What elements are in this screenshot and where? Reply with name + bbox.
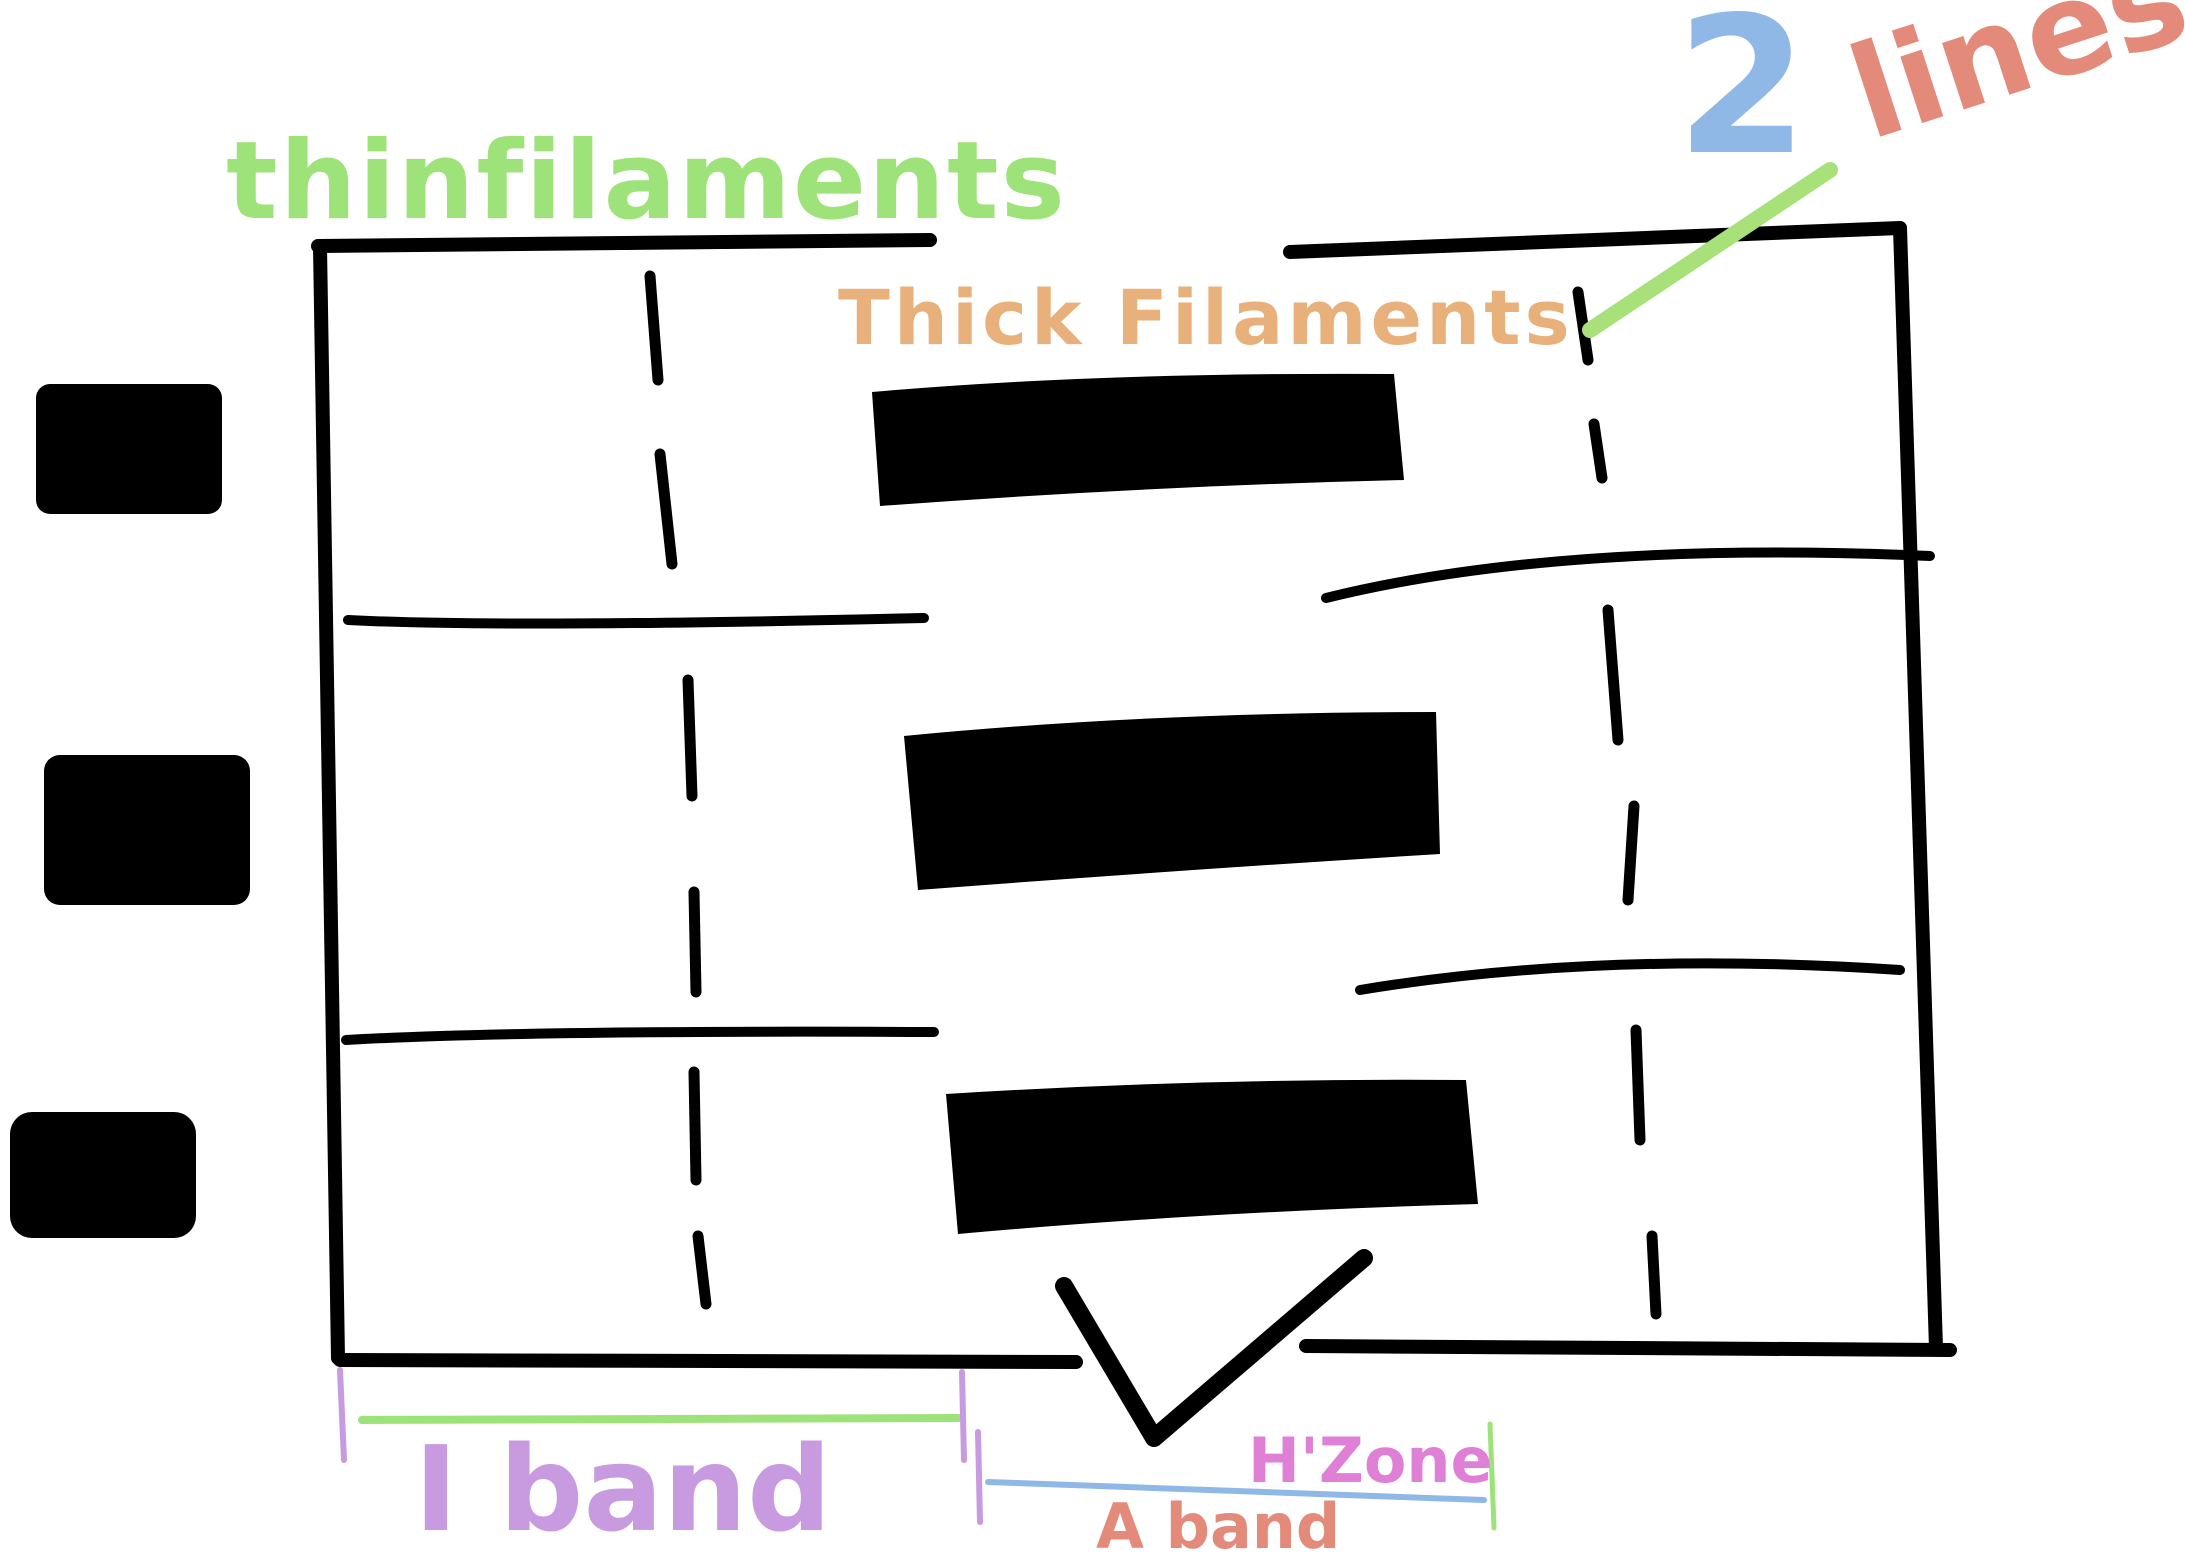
i-band-label: I band [414, 1420, 832, 1558]
right-dashed-line [1572, 286, 1662, 1320]
thick-filament-top [872, 373, 1404, 506]
left-block-top [36, 384, 222, 514]
left-dashed-line [644, 270, 712, 1310]
z-lines-pointer [1582, 162, 1838, 338]
thick-filaments-label: Thick Filaments [838, 273, 1574, 362]
check-mark [1055, 1249, 1373, 1447]
thin-filament-lines [341, 547, 1935, 1045]
thick-filament-bottom [946, 1079, 1478, 1234]
z-lines-number: 2 [1676, 0, 1808, 197]
thick-filament-middle [904, 712, 1440, 890]
left-block-bottom [10, 1112, 196, 1238]
left-sarcomere-frame [311, 233, 1083, 1369]
h-zone-label: H'Zone [1248, 1424, 1493, 1497]
a-band-label: A band [1096, 1490, 1340, 1563]
left-block-middle [44, 755, 250, 905]
right-sarcomere-frame [1283, 221, 1957, 1357]
z-lines-word: lines [1834, 0, 2185, 169]
thin-filaments-label: thinfilaments [226, 119, 1067, 244]
i-band-bracket [337, 1367, 967, 1463]
a-band-bracket [975, 1421, 1497, 1531]
